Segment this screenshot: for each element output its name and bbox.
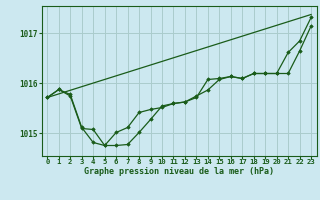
X-axis label: Graphe pression niveau de la mer (hPa): Graphe pression niveau de la mer (hPa) [84, 167, 274, 176]
